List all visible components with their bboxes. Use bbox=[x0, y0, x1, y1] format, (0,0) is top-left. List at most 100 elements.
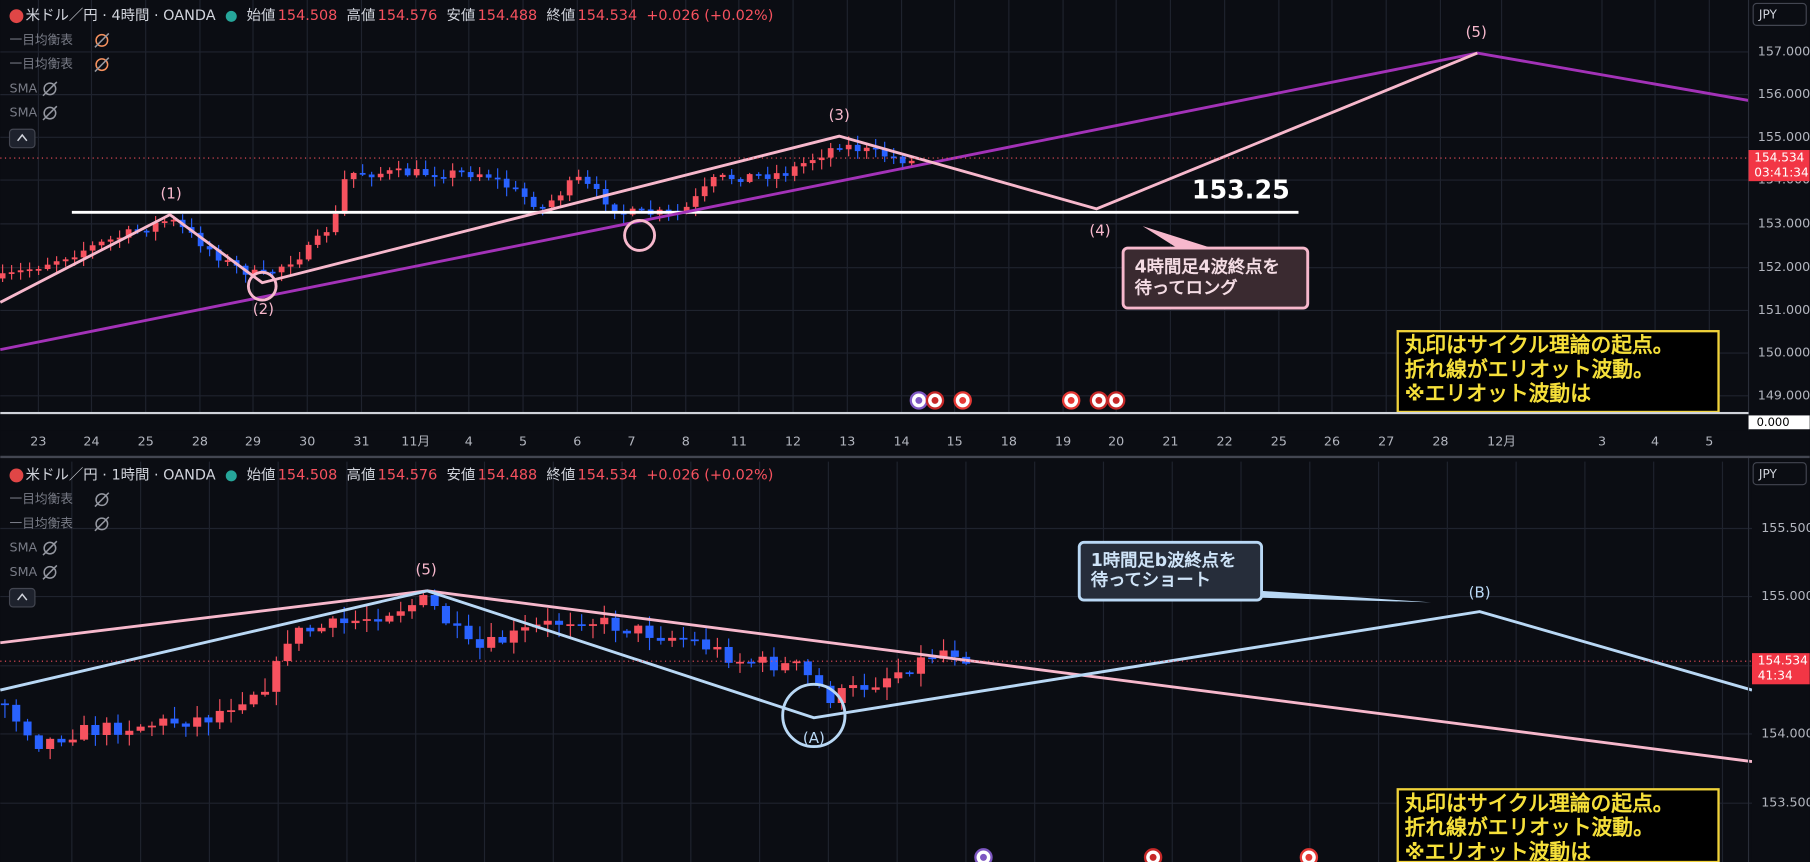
candle-body bbox=[566, 180, 573, 196]
countdown: 03:41:34 bbox=[1754, 166, 1809, 180]
candle-body bbox=[181, 723, 190, 727]
candle-body bbox=[464, 625, 473, 640]
candle-body bbox=[521, 188, 528, 197]
candle-body bbox=[351, 620, 360, 624]
candle-body bbox=[453, 623, 462, 626]
candle-body bbox=[431, 175, 438, 178]
candle-body bbox=[317, 627, 326, 632]
indicator-name: SMA bbox=[10, 540, 38, 555]
visibility-icon[interactable] bbox=[43, 541, 57, 555]
candle-body bbox=[35, 268, 42, 271]
candle-body bbox=[724, 646, 733, 663]
date-label: 28 bbox=[1432, 433, 1448, 448]
candle-body bbox=[296, 259, 303, 265]
wave-label: (5) bbox=[1466, 23, 1487, 41]
candle-body bbox=[143, 230, 150, 233]
visibility-icon[interactable] bbox=[43, 82, 57, 96]
candle-body bbox=[34, 735, 43, 749]
candle-body bbox=[530, 196, 537, 207]
value-tag bbox=[1748, 415, 1810, 430]
candle-body bbox=[860, 685, 869, 690]
candle-body bbox=[863, 147, 870, 152]
candle-body bbox=[503, 178, 510, 188]
candle-body bbox=[818, 157, 825, 161]
candle-body bbox=[269, 271, 276, 274]
currency-button[interactable] bbox=[1752, 2, 1807, 26]
candle-body bbox=[359, 172, 366, 175]
wave-label: (B) bbox=[1469, 584, 1491, 602]
candle-body bbox=[600, 617, 609, 625]
candle-body bbox=[487, 636, 496, 648]
header-high: 154.576 bbox=[378, 8, 438, 24]
candle-body bbox=[758, 656, 767, 663]
collapse-button[interactable] bbox=[8, 587, 36, 608]
candle-body bbox=[827, 148, 834, 158]
currency-button[interactable] bbox=[1752, 462, 1807, 486]
candle-body bbox=[845, 144, 852, 150]
candle-body bbox=[611, 204, 618, 212]
header-high-label: 高値 bbox=[347, 7, 376, 24]
candle-body bbox=[314, 235, 321, 245]
visibility-icon[interactable] bbox=[95, 33, 109, 47]
candle-body bbox=[692, 196, 699, 207]
wave-label: (1) bbox=[160, 184, 181, 202]
visibility-slash bbox=[94, 57, 110, 73]
wave-label: (2) bbox=[253, 300, 274, 318]
candle-body bbox=[782, 173, 789, 176]
candle-body bbox=[746, 174, 753, 182]
visibility-slash bbox=[94, 32, 110, 48]
collapse-button[interactable] bbox=[8, 128, 36, 149]
callout-text: 1時間足b波終点を bbox=[1091, 550, 1237, 571]
visibility-slash bbox=[94, 516, 110, 532]
candle-body bbox=[764, 174, 771, 179]
header-open: 154.508 bbox=[278, 8, 338, 24]
candle-body bbox=[557, 195, 564, 201]
elliott-wave bbox=[0, 51, 1478, 304]
candle-body bbox=[68, 739, 77, 743]
date-label: 8 bbox=[682, 433, 690, 448]
candle-body bbox=[71, 257, 78, 260]
visibility-icon[interactable] bbox=[95, 493, 109, 507]
visibility-icon[interactable] bbox=[95, 517, 109, 531]
candle-body bbox=[98, 241, 105, 246]
candle-body bbox=[396, 611, 405, 616]
candle-body bbox=[645, 625, 654, 638]
indicator-name: 一目均衡表 bbox=[10, 32, 74, 47]
status-dot: ● bbox=[225, 467, 238, 483]
candle-body bbox=[422, 169, 429, 176]
candle-body bbox=[593, 183, 600, 189]
candle-body bbox=[278, 266, 285, 273]
header-close-label: 終値 bbox=[546, 7, 575, 24]
candle-body bbox=[125, 730, 134, 735]
candle-body bbox=[611, 617, 620, 631]
indicator-name: SMA bbox=[10, 80, 38, 95]
wave-label: (3) bbox=[829, 106, 850, 124]
candle-body bbox=[251, 269, 258, 275]
header-high: 154.576 bbox=[378, 467, 438, 483]
candle-body bbox=[152, 222, 159, 232]
date-label: 19 bbox=[1055, 433, 1071, 448]
header-symbol: 米ドル／円 · 4時間 · OANDA bbox=[26, 7, 216, 24]
header-open-label: 始値 bbox=[247, 466, 276, 483]
candle-body bbox=[543, 620, 552, 625]
date-label: 6 bbox=[573, 433, 581, 448]
header-symbol: 米ドル／円 · 1時間 · OANDA bbox=[26, 466, 216, 483]
wave-label: (A) bbox=[803, 729, 825, 747]
candle-body bbox=[809, 160, 816, 164]
candle-body bbox=[113, 722, 123, 735]
candle-body bbox=[0, 273, 6, 279]
date-label: 25 bbox=[1271, 433, 1287, 448]
visibility-icon[interactable] bbox=[43, 106, 57, 120]
status-dot: ● bbox=[225, 8, 238, 24]
date-label: 3 bbox=[1598, 433, 1606, 448]
visibility-icon[interactable] bbox=[43, 565, 57, 579]
candle-body bbox=[679, 637, 688, 640]
candle-body bbox=[419, 595, 428, 606]
visibility-icon[interactable] bbox=[95, 58, 109, 72]
candle-body bbox=[91, 724, 100, 735]
candle-body bbox=[713, 646, 722, 650]
candle-body bbox=[916, 657, 925, 674]
date-label: 11 bbox=[731, 433, 747, 448]
header-close: 154.534 bbox=[578, 8, 638, 24]
